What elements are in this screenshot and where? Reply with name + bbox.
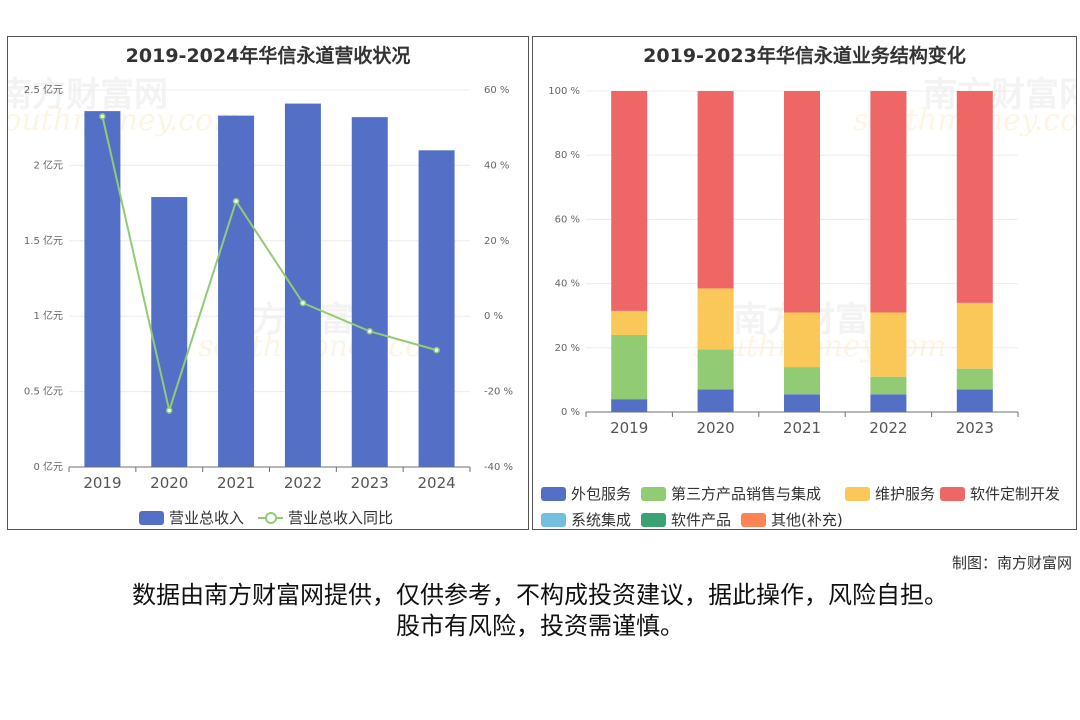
legend-item[interactable]: 营业总收入 (139, 507, 244, 528)
legend-label: 第三方产品销售与集成 (671, 485, 822, 503)
legend-swatch (541, 486, 566, 501)
legend-swatch (641, 512, 666, 527)
y-tick-label: 80 % (555, 150, 580, 161)
y-tick-label: 60 % (484, 85, 509, 96)
y-tick-label: -40 % (484, 462, 513, 473)
line-point (366, 328, 373, 335)
bar (418, 150, 455, 467)
legend-swatch (641, 486, 666, 501)
line-point (99, 113, 106, 120)
line-point (232, 197, 240, 205)
legend-item[interactable]: 其他(补充) (741, 509, 843, 529)
x-tick-label: 2020 (150, 474, 188, 492)
bar-segment (784, 312, 820, 368)
x-tick-label: 2020 (697, 419, 735, 437)
revenue-chart-panel: 南方财富网 southmoney.com 南方财富网 southmoney.co… (7, 36, 529, 530)
y-tick-label: 0 % (561, 407, 580, 418)
bar-segment (870, 376, 907, 395)
y-tick-label: 1 亿元 (33, 309, 63, 322)
legend-swatch (741, 512, 766, 527)
legend-swatch (139, 510, 164, 525)
line-point (299, 299, 307, 307)
bar-segment (870, 312, 907, 377)
chart-title: 2019-2023年华信永道业务结构变化 (643, 45, 966, 67)
legend-item[interactable]: 第三方产品销售与集成 (641, 483, 821, 504)
bar-segment (697, 91, 734, 289)
disclaimer-line: 数据由南方财富网提供，仅供参考，不构成投资建议，据此操作，风险自担。 (132, 581, 948, 609)
bar-segment (870, 394, 907, 412)
legend-item[interactable]: 维护服务 (845, 483, 935, 504)
y-tick-label: 20 % (555, 343, 580, 354)
bar (351, 117, 388, 468)
legend-item[interactable]: 软件定制开发 (940, 483, 1060, 504)
bar (218, 115, 255, 468)
x-tick-label: 2022 (284, 474, 322, 492)
legend-label: 软件产品 (671, 511, 732, 529)
y-tick-label: 60 % (555, 214, 580, 225)
legend-swatch (845, 486, 870, 501)
y-tick-label: 100 % (548, 86, 580, 97)
y-tick-label: 2 亿元 (33, 158, 63, 171)
bar-segment (870, 91, 907, 313)
bar-segment (956, 302, 993, 369)
x-tick-label: 2019 (610, 419, 648, 437)
bar-segment (784, 91, 820, 313)
legend-label: 系统集成 (571, 511, 632, 529)
bar (84, 111, 121, 467)
series-line (101, 116, 437, 415)
chart-title: 2019-2024年华信永道营收状况 (125, 45, 411, 67)
legend-item[interactable]: 外包服务 (541, 483, 631, 504)
revenue-chart: 0 亿元 0.5 亿元 1 亿元 1.5 亿元 2 亿元 2.5 亿元 -40 % -20 %… (24, 83, 513, 492)
chart-credit: 制图：南方财富网 (951, 554, 1072, 572)
legend-item[interactable]: 软件产品 (641, 509, 732, 529)
y-tick-label: 0.5 亿元 (24, 385, 63, 398)
y-tick-label: 0 亿元 (33, 460, 63, 473)
bar-segment (611, 91, 648, 311)
bar-segment (956, 368, 993, 390)
y-tick-label: 0 % (484, 311, 503, 322)
disclaimer-line: 股市有风险，投资需谨慎。 (396, 612, 684, 640)
legend-label: 营业总收入 (169, 509, 245, 527)
bar-segment (956, 389, 993, 412)
x-tick-label: 2024 (417, 474, 455, 492)
legend-label: 维护服务 (875, 485, 936, 503)
bar-segment (697, 288, 734, 350)
y-tick-label: 2.5 亿元 (24, 83, 63, 96)
bar (151, 197, 188, 467)
legend-label: 营业总收入同比 (288, 509, 394, 527)
bar-segment (611, 310, 648, 335)
line-point (433, 346, 440, 354)
legend-label: 其他(补充) (771, 511, 843, 529)
bar-segment (611, 334, 648, 400)
legend-item[interactable]: 营业总收入同比 (258, 507, 393, 528)
x-tick-label: 2021 (217, 474, 255, 492)
bar-segment (784, 367, 820, 395)
bar-segment (697, 389, 734, 412)
line-point (166, 407, 173, 414)
legend-swatch (940, 486, 965, 501)
y-tick-label: 40 % (484, 160, 509, 171)
x-tick-label: 2023 (351, 474, 389, 492)
y-tick-label: -20 % (484, 387, 513, 398)
legend-item[interactable]: 系统集成 (541, 509, 632, 529)
bar-segment (611, 399, 648, 412)
x-tick-label: 2019 (83, 474, 121, 492)
legend-label: 外包服务 (571, 485, 632, 503)
y-tick-label: 1.5 亿元 (24, 234, 63, 247)
legend-label: 软件定制开发 (970, 485, 1061, 503)
y-tick-label: 20 % (484, 236, 509, 247)
x-tick-label: 2021 (783, 419, 821, 437)
legend-line-marker (258, 511, 283, 525)
x-tick-label: 2022 (869, 419, 907, 437)
x-tick-label: 2023 (956, 419, 994, 437)
disclaimer: 数据由南方财富网提供，仅供参考，不构成投资建议，据此操作，风险自担。 股市有风险… (0, 580, 1080, 642)
legend-swatch (541, 512, 566, 527)
bar-segment (784, 394, 820, 412)
bar-segment (956, 91, 993, 303)
business-structure-chart: 0 % 20 % 40 % 60 % 80 % 100 % 2019 2020 2021 2022… (548, 86, 1019, 437)
bar-segment (697, 349, 734, 390)
y-tick-label: 40 % (555, 279, 580, 290)
business-structure-chart-panel: 南方财富网 southmoney.com 南方财富网 southmoney.co… (532, 36, 1077, 530)
